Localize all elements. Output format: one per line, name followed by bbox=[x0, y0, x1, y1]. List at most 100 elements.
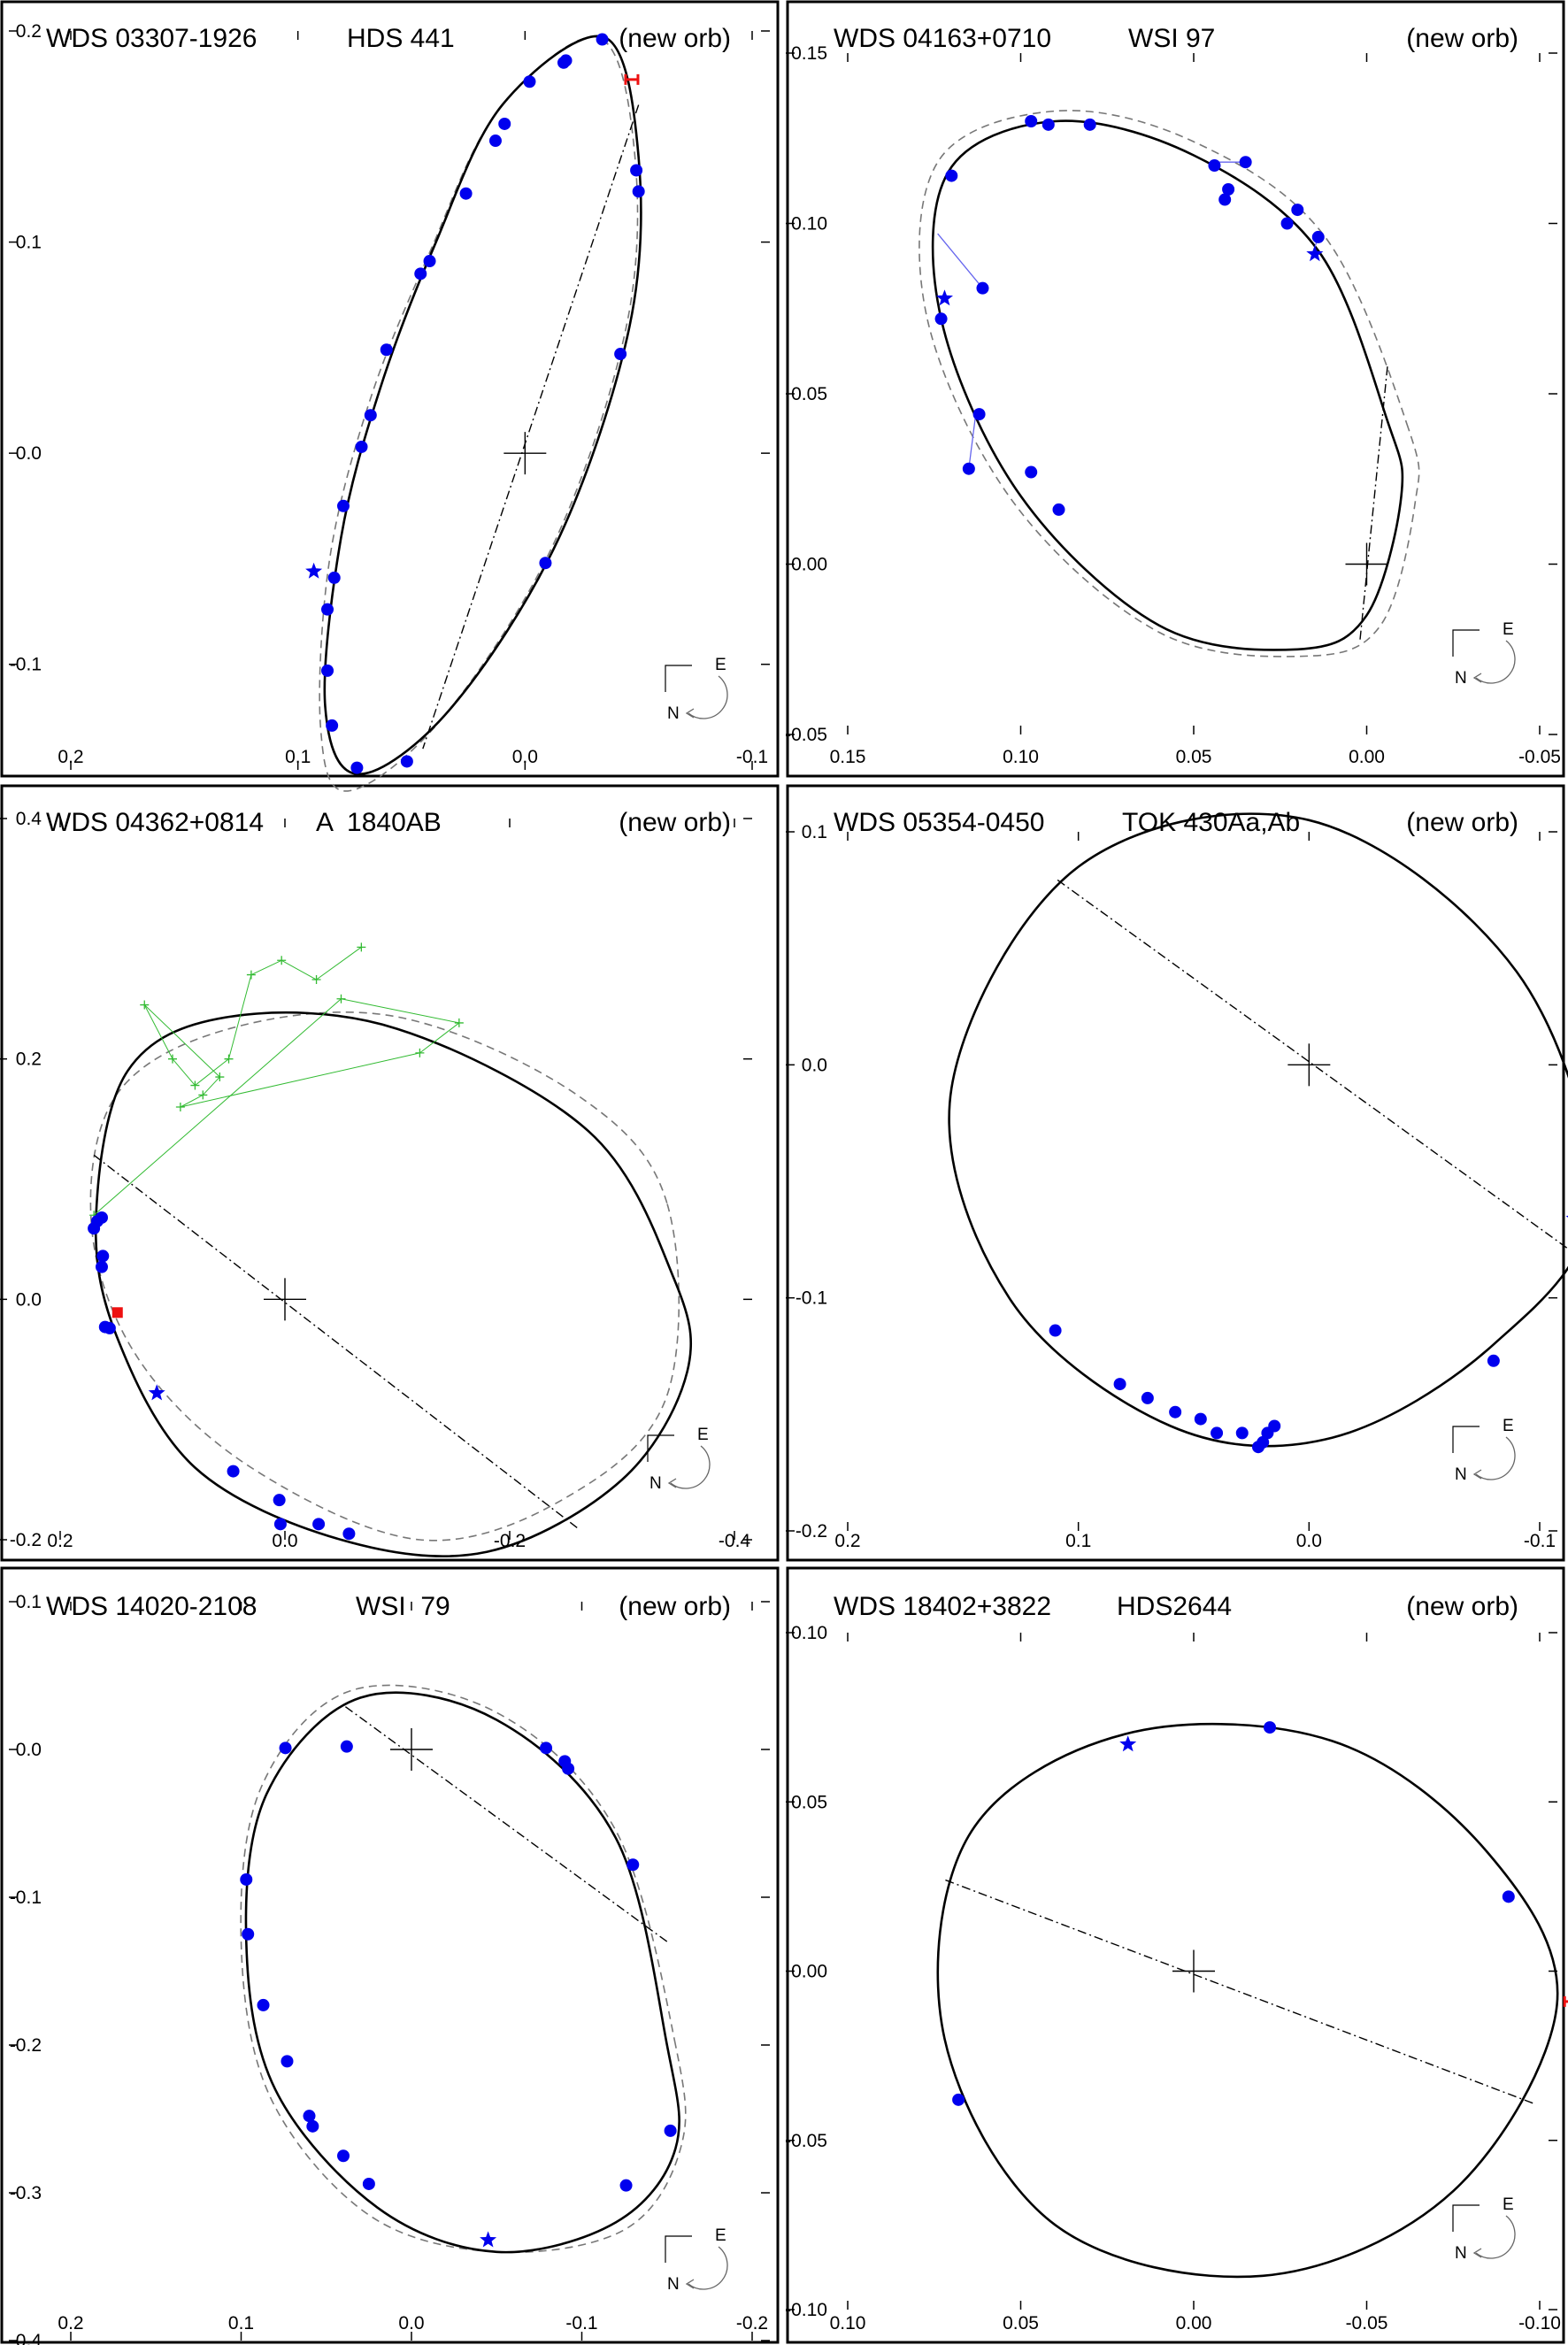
panel-1-old-orbit bbox=[319, 35, 639, 792]
panel-3-xtick-label: 0.2 bbox=[47, 1531, 73, 1551]
panel-1-measure bbox=[400, 755, 413, 768]
panel-5-new-orbit bbox=[244, 1691, 680, 2254]
panel-3-old-measure-link bbox=[180, 1052, 420, 1108]
panel-3-new-orbit bbox=[94, 1011, 693, 1557]
panel-3-old-measure bbox=[454, 1018, 464, 1027]
panel-1-measure bbox=[523, 75, 536, 88]
panel-3-old-measure-link bbox=[143, 1004, 173, 1059]
panel-2-measure bbox=[1025, 115, 1038, 127]
panel-3-old-measure-link bbox=[281, 959, 317, 980]
panel-4-name: TOK 430Aa,Ab bbox=[1122, 808, 1300, 837]
panel-3-old-measure-link bbox=[341, 998, 459, 1024]
panel-1-compass-arc bbox=[688, 675, 728, 719]
panel-2-measure bbox=[1218, 193, 1232, 206]
panel-3-plot: -0.4-0.20.00.2-0.20.00.20.4EN bbox=[0, 809, 752, 1557]
panel-5-plot: -0.2 -0.1 0.0 0.1 0.2 -0.4 -0.3 -0.2 -0.1 0.0 0.1 E… bbox=[9, 1592, 770, 2345]
panel-1-measure bbox=[459, 187, 473, 200]
panel-5-frame bbox=[0, 1566, 780, 2344]
panel-4-xtick-label: 0.2 bbox=[834, 1531, 860, 1551]
panel-5-measure bbox=[303, 2110, 316, 2123]
panel-4-plot: -0.10.00.10.2-0.2-0.10.00.1EN bbox=[786, 812, 1568, 1551]
panel-5-measure bbox=[540, 1741, 553, 1755]
panel-1-measure bbox=[327, 571, 341, 584]
panel-1-ytick-label: 0.1 bbox=[16, 233, 42, 253]
panel-4-measure bbox=[1169, 1405, 1182, 1419]
panel-1-xtick-label: 0.1 bbox=[285, 747, 311, 767]
panel-5-ytick-label: -0.4 bbox=[10, 2331, 42, 2345]
panel-5-measure bbox=[306, 2119, 319, 2133]
panel-1-measure bbox=[414, 267, 427, 281]
panel-2-status: (new orb) bbox=[1406, 24, 1518, 53]
panel-3-measure bbox=[227, 1465, 240, 1478]
panel-4-compass-east: E bbox=[1503, 1417, 1514, 1435]
panel-4-compass-arc bbox=[1475, 1436, 1516, 1480]
panel-2-star-marker bbox=[936, 289, 953, 306]
panel-6-ytick-label: -0.05 bbox=[785, 2131, 827, 2151]
panel-6-ytick-label: 0.00 bbox=[791, 1962, 827, 1982]
panel-5-ytick-label: -0.1 bbox=[10, 1888, 42, 1908]
panel-1-xtick-label: 0.0 bbox=[512, 747, 538, 767]
panel-4-measure bbox=[1141, 1391, 1154, 1404]
panel-1-star-marker bbox=[305, 562, 323, 579]
panel-1-measure bbox=[614, 348, 627, 361]
panel-2-compass-axes bbox=[1452, 629, 1480, 657]
panel-2-plot: -0.050.000.050.100.15-0.050.000.050.100.… bbox=[785, 43, 1561, 767]
panel-5-measure bbox=[337, 2149, 350, 2163]
panel-3-ytick-label: -0.2 bbox=[10, 1530, 42, 1550]
panel-3-measure bbox=[312, 1518, 326, 1531]
panel-2-measure bbox=[1280, 217, 1294, 230]
panel-6-compass-east: E bbox=[1503, 2195, 1514, 2214]
panel-3-measure bbox=[96, 1249, 110, 1263]
panel-4-measure bbox=[1049, 1324, 1062, 1337]
panel-3-old-measure-link bbox=[250, 959, 282, 976]
panel-6-ytick-label: 0.05 bbox=[791, 1792, 827, 1812]
panel-6-status: (new orb) bbox=[1406, 1592, 1518, 1621]
panel-3-old-measure-link bbox=[172, 1058, 196, 1086]
panel-5-xtick-label: -0.2 bbox=[736, 2313, 768, 2333]
panel-1-plot: -0.10.00.10.2-0.10.00.10.2EN bbox=[9, 21, 770, 792]
panel-1-compass-axes bbox=[665, 665, 692, 692]
panel-4-measure bbox=[1487, 1354, 1500, 1367]
panel-2-compass-arc bbox=[1475, 640, 1516, 684]
panel-4-compass: EN bbox=[1452, 1417, 1516, 1484]
panel-3-measure bbox=[88, 1222, 101, 1235]
panel-5-ytick-label: -0.3 bbox=[10, 2183, 42, 2203]
panel-2-xtick-label: 0.00 bbox=[1349, 747, 1385, 767]
panel-6-xtick-label: -0.05 bbox=[1346, 2313, 1388, 2333]
panel-3-compass-arrowhead bbox=[667, 1478, 677, 1488]
panel-3-compass-north: N bbox=[649, 1474, 662, 1493]
panel-3-name: A 1840AB bbox=[316, 808, 442, 837]
panel-3-old-measure-link bbox=[143, 1004, 220, 1078]
panel-3-measure bbox=[342, 1527, 356, 1541]
panel-2-residual-line bbox=[968, 414, 977, 469]
panel-6-measure bbox=[1502, 1890, 1515, 1903]
panel-5-status: (new orb) bbox=[619, 1592, 731, 1621]
panel-1-measure bbox=[557, 56, 570, 69]
panel-5-line-of-apsides bbox=[342, 1704, 668, 1942]
panel-1-ytick-label: 0.2 bbox=[16, 21, 42, 42]
panel-2-measure bbox=[1222, 183, 1235, 196]
panel-3-xtick-label: 0.0 bbox=[272, 1531, 297, 1551]
panel-3-old-measure-link bbox=[316, 946, 362, 980]
panel-4-frame bbox=[786, 784, 1565, 1562]
panel-2-residual-line bbox=[937, 233, 983, 289]
panel-1-wds: WDS 03307-1926 bbox=[46, 24, 257, 53]
panel-2-xtick-label: 0.15 bbox=[830, 747, 866, 767]
panel-4-measure bbox=[1194, 1412, 1207, 1426]
panel-2-xtick-label: 0.05 bbox=[1176, 747, 1212, 767]
panel-1-compass-north: N bbox=[667, 704, 680, 723]
panel-4-star-marker bbox=[1565, 1215, 1568, 1218]
panel-4-measure bbox=[1251, 1441, 1264, 1454]
panel-5-star-marker bbox=[480, 2231, 497, 2248]
panel-4-xtick-label: 0.1 bbox=[1065, 1531, 1091, 1551]
panel-2-old-orbit bbox=[919, 110, 1420, 657]
panel-3-old-measure bbox=[215, 1073, 225, 1082]
panel-3-measure bbox=[273, 1518, 287, 1531]
panel-2-star-marker bbox=[1306, 245, 1324, 262]
panel-2-compass-north: N bbox=[1455, 669, 1467, 688]
panel-2-ytick-label: 0.10 bbox=[791, 214, 827, 234]
panel-3-old-measure bbox=[246, 970, 256, 980]
panel-5-measure bbox=[340, 1740, 353, 1753]
panel-3-compass-east: E bbox=[697, 1426, 709, 1444]
panel-3-measure bbox=[95, 1260, 108, 1273]
